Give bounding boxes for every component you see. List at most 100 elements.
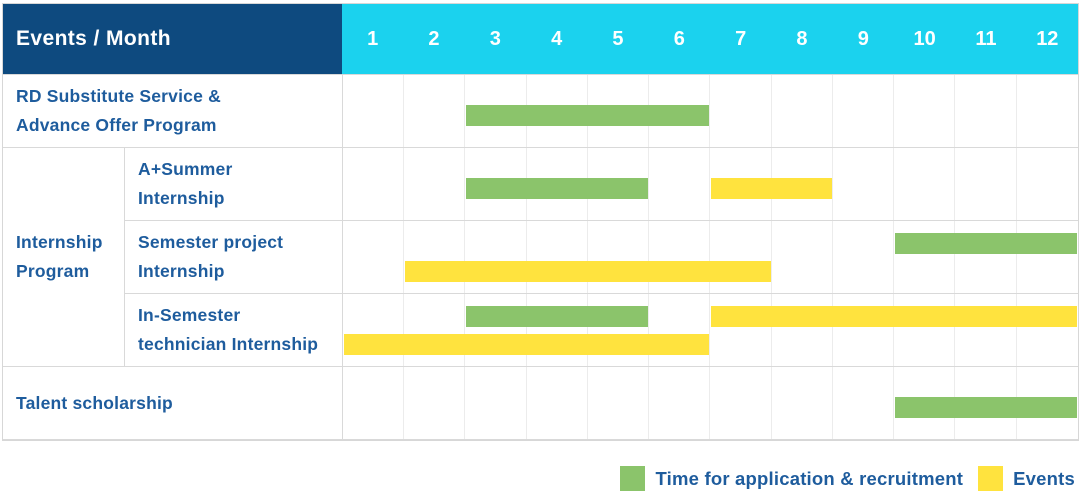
bar-event xyxy=(344,334,710,355)
grid-column-line xyxy=(833,75,895,147)
grid-column-line xyxy=(527,367,588,439)
grid-column-line xyxy=(404,294,466,366)
row-label-0: RD Substitute Service & Advance Offer Pro… xyxy=(3,75,342,148)
grid-column-line xyxy=(588,221,650,293)
grid-column-line xyxy=(955,221,1017,293)
chart-row-0 xyxy=(342,75,1078,148)
grid-column-line xyxy=(894,294,956,366)
grid-column-line xyxy=(649,75,711,147)
grid-column-line xyxy=(955,75,1017,147)
grid-column-line xyxy=(710,75,772,147)
grid-column-line xyxy=(404,75,466,147)
bar-application xyxy=(466,105,710,126)
group-label-internship-program: Internship Program xyxy=(3,148,124,367)
month-header-7: 7 xyxy=(709,4,772,75)
grid-column-line xyxy=(588,294,650,366)
legend-item-application: Time for application & recruitment xyxy=(620,466,963,491)
grid-column-line xyxy=(894,148,956,220)
label-line: Advance Offer Program xyxy=(16,115,217,135)
label-line: Internship xyxy=(138,188,225,208)
grid-column-line xyxy=(343,294,405,366)
month-gridlines xyxy=(343,75,1078,147)
chart-row-3 xyxy=(342,294,1078,367)
grid-column-line xyxy=(649,367,711,439)
grid-column-line xyxy=(649,294,711,366)
grid-column-line xyxy=(772,75,833,147)
label-line: Semester project xyxy=(138,232,284,252)
grid-column-line xyxy=(833,148,895,220)
grid-column-line xyxy=(894,221,956,293)
label-line: Internship xyxy=(138,261,225,281)
grid-column-line xyxy=(527,294,588,366)
label-line: A+Summer xyxy=(138,159,233,179)
bar-event xyxy=(711,178,832,199)
month-header-6: 6 xyxy=(648,4,710,75)
row-sublabel-3: In-Semester technician Internship xyxy=(124,294,342,367)
legend-label: Time for application & recruitment xyxy=(655,467,964,489)
legend-swatch-application xyxy=(620,466,646,491)
row-label-4: Talent scholarship xyxy=(3,367,342,440)
bar-application xyxy=(466,178,649,199)
row-sublabel-1: A+Summer Internship xyxy=(124,148,342,221)
grid-column-line xyxy=(343,148,405,220)
grid-column-line xyxy=(404,221,466,293)
label-line: RD Substitute Service & xyxy=(16,86,221,106)
grid-column-line xyxy=(1017,75,1078,147)
bar-application xyxy=(466,306,649,327)
month-header-4: 4 xyxy=(525,4,588,75)
grid-column-line xyxy=(710,221,772,293)
chart-row-4 xyxy=(342,367,1078,440)
month-header-11: 11 xyxy=(955,4,1017,75)
events-table: Events / Month 1 2 3 4 5 6 7 8 9 10 11 12 RD Substit… xyxy=(2,3,1079,441)
label-line: In-Semester xyxy=(138,305,241,325)
legend-label: Events xyxy=(1013,467,1075,489)
grid-column-line xyxy=(527,221,588,293)
label-line: Program xyxy=(16,261,90,281)
legend-swatch-event xyxy=(978,466,1004,491)
grid-column-line xyxy=(955,148,1017,220)
grid-column-line xyxy=(343,367,405,439)
month-header-10: 10 xyxy=(893,4,956,75)
label-line: Talent scholarship xyxy=(16,392,173,413)
month-header-1: 1 xyxy=(342,4,404,75)
legend: Time for application & recruitment Events xyxy=(620,466,1075,491)
grid-column-line xyxy=(772,294,833,366)
legend-item-event: Events xyxy=(978,466,1075,491)
grid-column-line xyxy=(772,221,833,293)
grid-column-line xyxy=(343,221,405,293)
grid-column-line xyxy=(772,367,833,439)
chart-row-1 xyxy=(342,148,1078,221)
month-header-8: 8 xyxy=(771,4,833,75)
month-header-5: 5 xyxy=(587,4,649,75)
bar-application xyxy=(895,233,1077,254)
grid-column-line xyxy=(588,148,650,220)
month-gridlines xyxy=(343,148,1078,220)
month-header-12: 12 xyxy=(1016,4,1078,75)
grid-column-line xyxy=(1017,148,1078,220)
grid-column-line xyxy=(465,367,527,439)
month-gridlines xyxy=(343,221,1078,293)
label-line: Internship xyxy=(16,232,103,252)
grid-column-line xyxy=(894,75,956,147)
grid-column-line xyxy=(710,294,772,366)
month-header-9: 9 xyxy=(832,4,894,75)
grid-column-line xyxy=(1017,221,1078,293)
label-line: technician Internship xyxy=(138,334,319,354)
grid-column-line xyxy=(955,294,1017,366)
grid-column-line xyxy=(649,221,711,293)
grid-column-line xyxy=(649,148,711,220)
month-gridlines xyxy=(343,294,1078,366)
grid-column-line xyxy=(343,75,405,147)
grid-column-line xyxy=(833,294,895,366)
grid-column-line xyxy=(404,148,466,220)
grid-column-line xyxy=(833,221,895,293)
grid-column-line xyxy=(710,367,772,439)
bar-application xyxy=(895,397,1077,418)
row-sublabel-2: Semester project Internship xyxy=(124,221,342,294)
table-header-title: Events / Month xyxy=(3,4,342,75)
grid-column-line xyxy=(1017,294,1078,366)
grid-column-line xyxy=(588,367,650,439)
grid-column-line xyxy=(465,294,527,366)
bar-event xyxy=(405,261,771,282)
